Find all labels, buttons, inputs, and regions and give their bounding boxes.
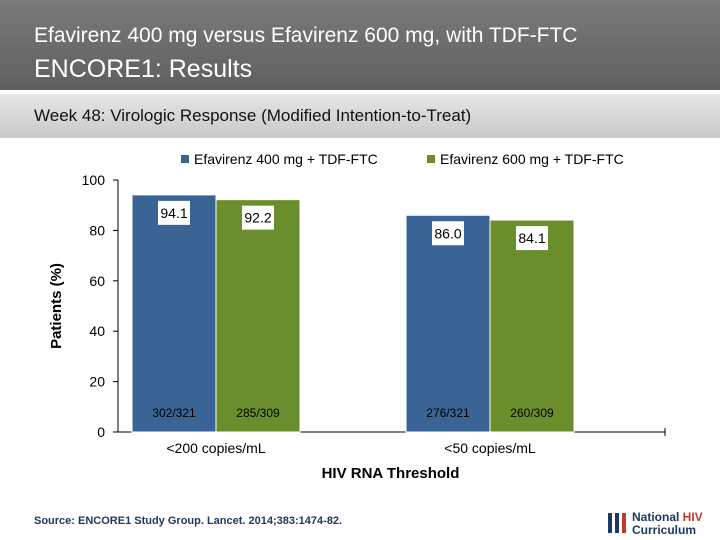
bar-value-label-box (158, 200, 190, 225)
chart-subtitle: Week 48: Virologic Response (Modified In… (34, 106, 472, 125)
bar-value-label: 86.0 (434, 225, 461, 241)
x-axis-label: HIV RNA Threshold (322, 465, 460, 482)
logo-mark-icon (608, 513, 626, 533)
logo-text-national: National (632, 510, 683, 524)
subtitle-bar (0, 94, 720, 138)
bar-count-label: 276/321 (426, 406, 470, 420)
slide-title-line1: Efavirenz 400 mg versus Efavirenz 600 mg… (34, 24, 578, 47)
bar-value-label-box (242, 205, 274, 230)
source-citation: Source: ENCORE1 Study Group. Lancet. 201… (34, 515, 343, 527)
legend-swatch (427, 155, 435, 163)
bar (405, 214, 491, 433)
y-tick-label: 80 (89, 222, 105, 238)
title-banner (0, 0, 720, 90)
bar-count-label: 285/309 (236, 406, 280, 420)
legend-label: Efavirenz 400 mg + TDF-FTC (194, 151, 378, 167)
legend-label: Efavirenz 600 mg + TDF-FTC (440, 151, 624, 167)
y-tick-label: 100 (82, 172, 106, 188)
bar-value-label: 94.1 (160, 205, 187, 221)
y-tick-label: 20 (89, 374, 105, 390)
bar-value-label: 92.2 (244, 210, 271, 226)
bar (489, 219, 575, 433)
y-tick-label: 60 (89, 273, 105, 289)
bar-count-label: 302/321 (152, 406, 196, 420)
bar-value-label-box (432, 221, 464, 246)
y-tick-label: 40 (89, 323, 105, 339)
bar-chart: 0 20 40 60 80 100 Patients (%) 94.1 302/321 92.2 2… (48, 151, 666, 482)
bar (131, 194, 217, 433)
logo-text-hiv: HIV (682, 510, 703, 524)
bar-value-label-box (516, 226, 548, 251)
x-tick-label: <50 copies/mL (444, 440, 536, 456)
national-hiv-curriculum-logo: National HIV Curriculum (606, 509, 716, 539)
x-tick-label: <200 copies/mL (166, 440, 265, 456)
y-tick-label: 0 (97, 424, 105, 440)
bar-count-label: 260/309 (510, 406, 554, 420)
slide-title-line2: ENCORE1: Results (34, 55, 253, 83)
legend-swatch (181, 155, 189, 163)
logo-text-curriculum: Curriculum (632, 523, 697, 537)
y-axis-label: Patients (%) (48, 263, 65, 349)
bar-value-label: 84.1 (518, 230, 545, 246)
bar (215, 199, 301, 433)
